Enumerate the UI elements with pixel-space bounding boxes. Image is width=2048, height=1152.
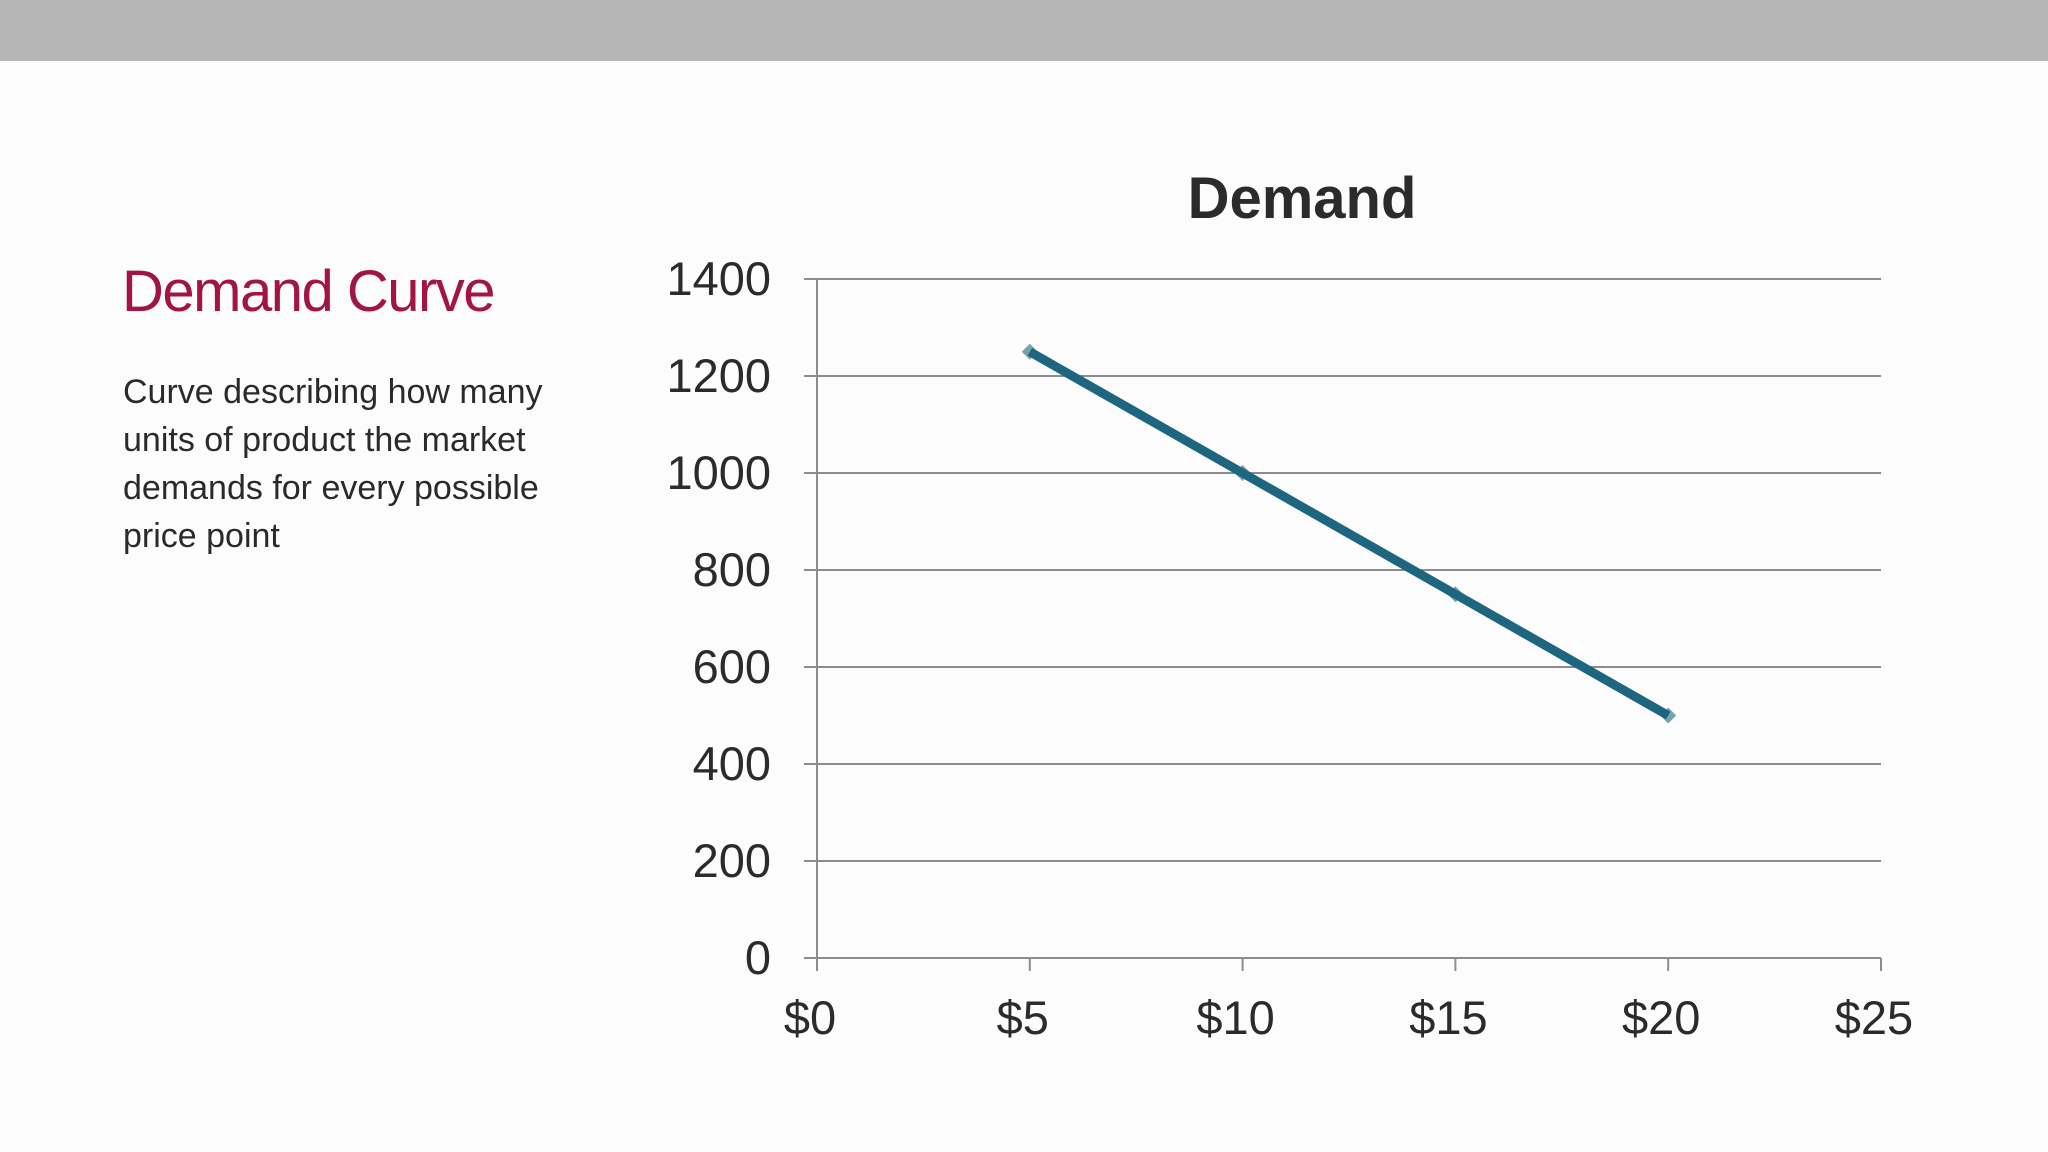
y-tick-label-400: 400 [693, 737, 771, 790]
slide-background [0, 61, 2048, 1152]
series-demand [1021, 343, 1677, 724]
x-tick-label-10: $10 [1196, 991, 1274, 1044]
top-bar [0, 0, 2048, 61]
data-point-10 [1234, 465, 1251, 481]
chart-title: Demand [1188, 166, 1417, 231]
y-tick-label-600: 600 [693, 640, 771, 693]
y-tick-label-200: 200 [693, 834, 771, 887]
chart-axes [804, 279, 1882, 971]
slide-heading: Demand Curve [122, 259, 496, 324]
data-point-5 [1021, 343, 1038, 360]
x-tick-label-20: $20 [1622, 991, 1700, 1044]
y-axis-tick-labels: 0 200 400 600 800 1000 1200 1400 [666, 252, 771, 984]
data-point-15 [1447, 586, 1464, 603]
x-axis-tick-labels: $0 $5 $10 $15 $20 $25 [784, 991, 1913, 1044]
x-tick-label-0: $0 [784, 991, 836, 1044]
series-line [1027, 347, 1671, 720]
y-tick-label-800: 800 [693, 543, 771, 596]
y-tick-label-1400: 1400 [666, 252, 771, 305]
y-tick-label-1000: 1000 [666, 446, 771, 499]
x-tick-label-15: $15 [1409, 991, 1487, 1044]
x-tick-label-25: $25 [1835, 991, 1913, 1044]
slide-description: Curve describing how many units of produ… [123, 373, 543, 555]
y-tick-label-1200: 1200 [666, 349, 771, 402]
x-tick-label-5: $5 [997, 991, 1049, 1044]
chart-gridlines [804, 278, 1881, 862]
y-tick-label-0: 0 [745, 931, 771, 984]
data-point-20 [1660, 707, 1677, 724]
